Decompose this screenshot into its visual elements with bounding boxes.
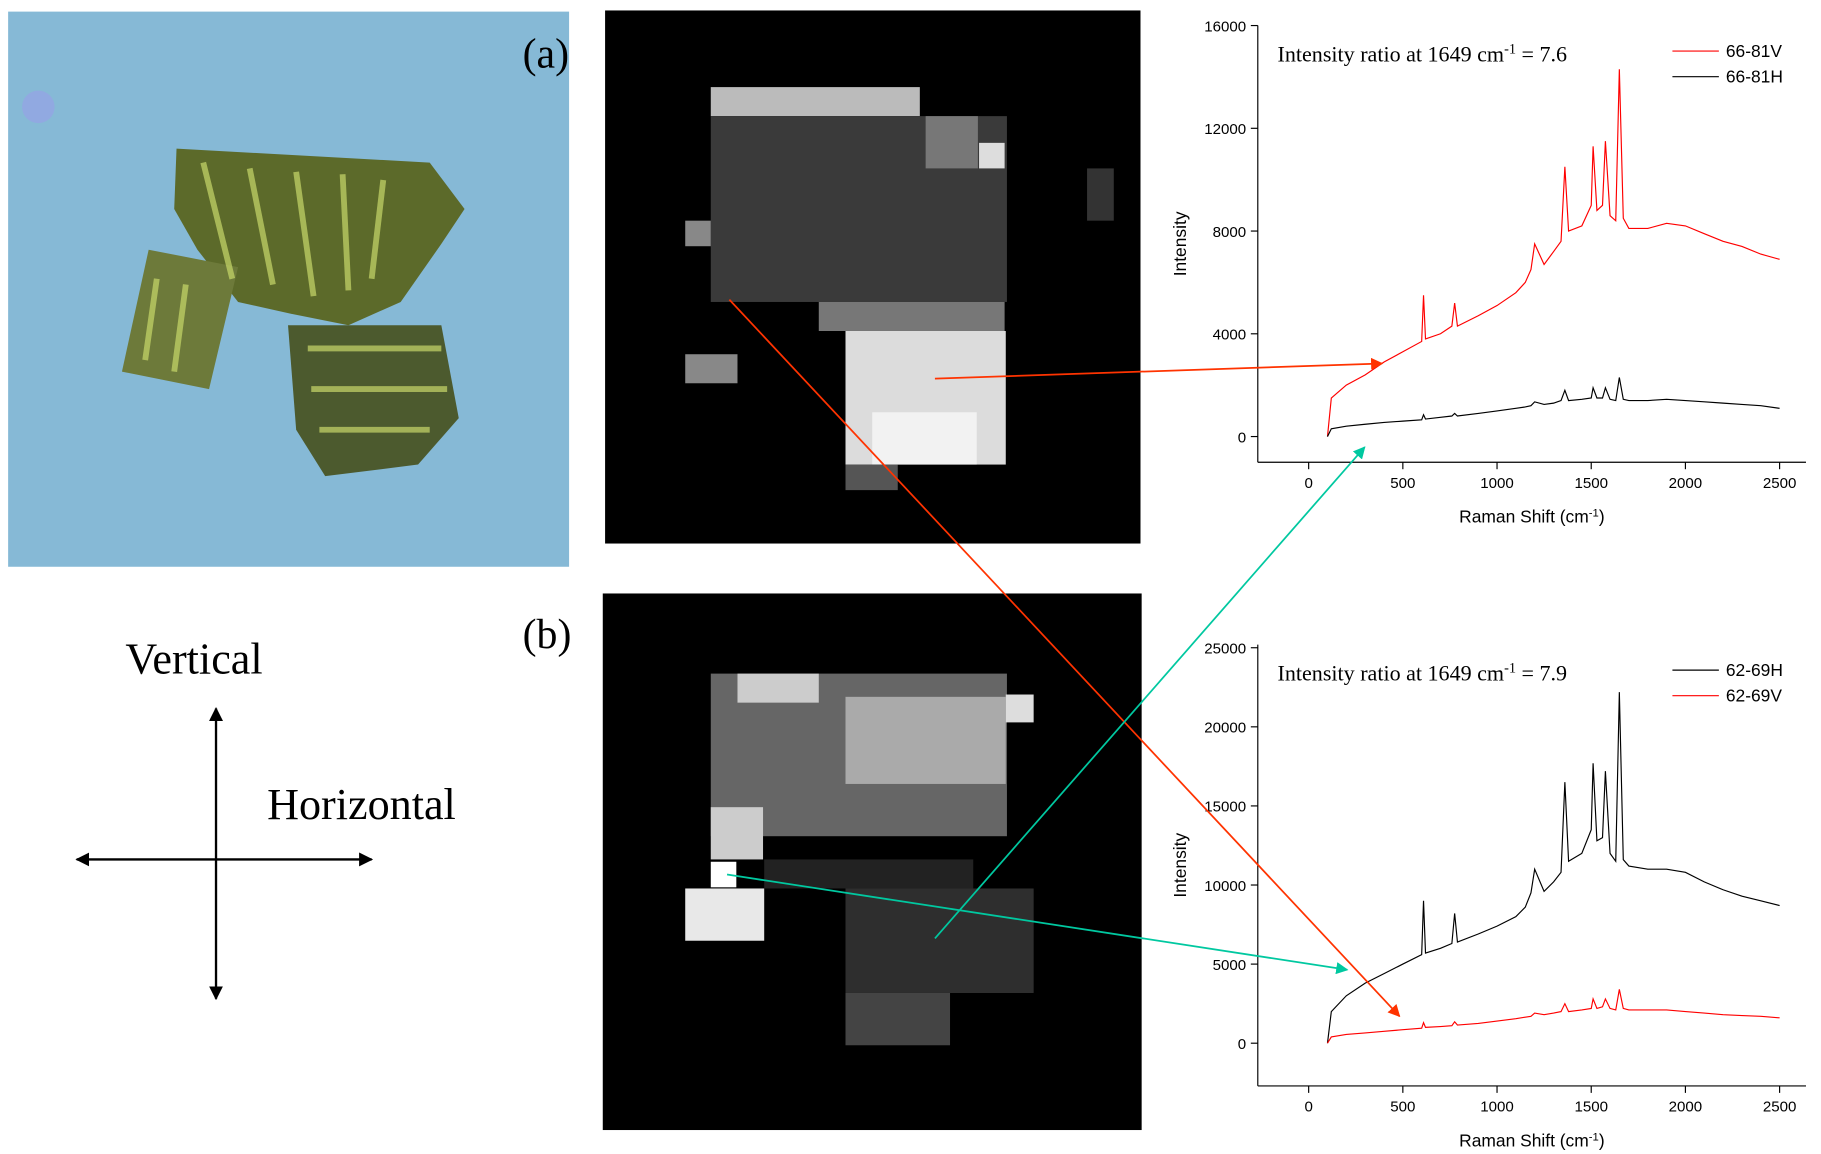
x-tick-label: 1500 bbox=[1574, 1098, 1608, 1115]
spectrum-line bbox=[1327, 69, 1779, 436]
annotation-rest: = 7.9 bbox=[1516, 661, 1567, 686]
x-tick-label: 1000 bbox=[1480, 1098, 1514, 1115]
y-tick-label: 5000 bbox=[1213, 957, 1247, 974]
x-axis-label-text: Raman Shift (cm bbox=[1459, 507, 1589, 527]
x-tick-label: 2000 bbox=[1669, 475, 1703, 492]
spectrum-chart: 0 4000 8000 12000 16000 0 500 1000 1500 2000 2500 R… bbox=[1170, 18, 1806, 526]
y-tick-label: 25000 bbox=[1204, 641, 1246, 658]
annotation: Intensity ratio at 1649 cm-1 = 7.9 bbox=[1278, 661, 1568, 686]
annotation-text: Intensity ratio at 1649 cm bbox=[1278, 661, 1505, 686]
x-tick-label: 500 bbox=[1390, 1098, 1415, 1115]
legend-label: 62-69H bbox=[1726, 660, 1783, 680]
annotation-text: Intensity ratio at 1649 cm bbox=[1278, 42, 1505, 67]
direction-cross bbox=[77, 708, 372, 998]
x-axis-label-sup: -1 bbox=[1589, 508, 1599, 520]
x-axis-label-sup: -1 bbox=[1589, 1131, 1599, 1143]
x-tick-label: 0 bbox=[1304, 1098, 1312, 1115]
vertical-label: Vertical bbox=[125, 635, 262, 684]
y-axis-label: Intensity bbox=[1170, 833, 1190, 898]
x-axis-label: Raman Shift (cm-1) bbox=[1459, 1130, 1604, 1150]
legend-label: 62-69V bbox=[1726, 685, 1783, 705]
x-tick-label: 500 bbox=[1390, 475, 1415, 492]
y-tick-label: 8000 bbox=[1213, 224, 1247, 241]
legend-label: 66-81H bbox=[1726, 66, 1783, 86]
x-tick-label: 1000 bbox=[1480, 475, 1514, 492]
horizontal-label: Horizontal bbox=[267, 780, 456, 829]
panel-label: (b) bbox=[523, 612, 572, 658]
annotation-rest: = 7.6 bbox=[1516, 42, 1567, 67]
y-axis-label: Intensity bbox=[1170, 211, 1190, 276]
annotation-sup: -1 bbox=[1504, 661, 1516, 677]
panel-label: (a) bbox=[523, 31, 569, 77]
spectrum-line bbox=[1327, 692, 1779, 1043]
figure-content: Vertical Horizontal (a) (b) 0 4000 8000 120… bbox=[8, 10, 1806, 1150]
spectrum-line bbox=[1327, 989, 1779, 1043]
x-tick-label: 2500 bbox=[1763, 475, 1797, 492]
crystal-photo bbox=[8, 12, 569, 567]
y-tick-label: 10000 bbox=[1204, 878, 1246, 895]
y-tick-label: 0 bbox=[1238, 429, 1246, 446]
y-tick-label: 12000 bbox=[1204, 121, 1246, 138]
y-tick-label: 4000 bbox=[1213, 327, 1247, 344]
x-axis-label-rest: ) bbox=[1599, 1130, 1605, 1150]
x-tick-label: 0 bbox=[1304, 475, 1312, 492]
x-axis-label: Raman Shift (cm-1) bbox=[1459, 507, 1604, 527]
legend-label: 66-81V bbox=[1726, 41, 1783, 61]
x-tick-label: 1500 bbox=[1574, 475, 1608, 492]
y-tick-label: 16000 bbox=[1204, 18, 1246, 35]
raman-map-a bbox=[605, 10, 1140, 543]
page: {"labels":{"a":"(a)","b":"(b)"}, "direct… bbox=[0, 0, 1821, 1154]
raman-map-b bbox=[603, 593, 1142, 1130]
charts: 0 4000 8000 12000 16000 0 500 1000 1500 2000 2500 R… bbox=[1170, 18, 1806, 1150]
figure: Vertical Horizontal (a) (b) 0 4000 8000 120… bbox=[0, 0, 1821, 1154]
annotation: Intensity ratio at 1649 cm-1 = 7.6 bbox=[1278, 42, 1568, 67]
x-tick-label: 2500 bbox=[1763, 1098, 1797, 1115]
annotation-sup: -1 bbox=[1504, 42, 1516, 58]
spectrum-line bbox=[1327, 377, 1779, 436]
x-axis-label-rest: ) bbox=[1599, 507, 1605, 527]
x-axis-label-text: Raman Shift (cm bbox=[1459, 1130, 1589, 1150]
y-tick-label: 0 bbox=[1238, 1036, 1246, 1053]
x-tick-label: 2000 bbox=[1669, 1098, 1703, 1115]
y-tick-label: 20000 bbox=[1204, 720, 1246, 737]
